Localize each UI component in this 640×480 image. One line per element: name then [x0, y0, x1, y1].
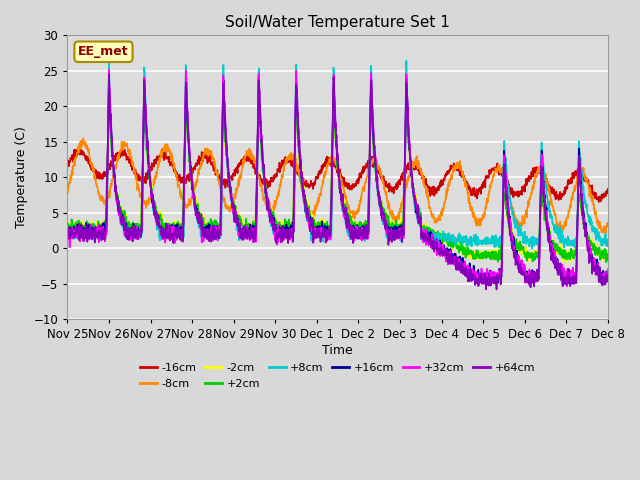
+32cm [600, 272, 607, 277]
-16cm [595, 199, 603, 205]
+8cm [63, 225, 71, 230]
+8cm [234, 223, 241, 229]
-8cm [346, 207, 354, 213]
Y-axis label: Temperature (C): Temperature (C) [15, 126, 28, 228]
+64cm [234, 217, 241, 223]
+8cm [346, 236, 354, 242]
+64cm [346, 221, 354, 227]
+8cm [225, 173, 232, 179]
-8cm [600, 227, 607, 232]
-16cm [225, 181, 232, 187]
-8cm [79, 135, 87, 141]
-8cm [241, 158, 248, 164]
-8cm [525, 203, 533, 208]
-2cm [600, 250, 607, 256]
+2cm [241, 229, 248, 235]
+16cm [346, 226, 354, 231]
+8cm [600, 236, 607, 242]
Line: +64cm: +64cm [67, 74, 608, 289]
+32cm [241, 229, 248, 235]
-16cm [525, 179, 533, 184]
+16cm [604, 277, 612, 283]
-2cm [525, 258, 533, 264]
Text: EE_met: EE_met [78, 45, 129, 58]
Legend: -16cm, -8cm, -2cm, +2cm, +8cm, +16cm, +32cm, +64cm: -16cm, -8cm, -2cm, +2cm, +8cm, +16cm, +3… [136, 359, 540, 393]
-16cm [76, 144, 84, 149]
+16cm [600, 273, 607, 278]
+64cm [493, 287, 500, 292]
+32cm [234, 221, 241, 227]
-2cm [63, 222, 71, 228]
-16cm [63, 160, 71, 166]
+2cm [525, 250, 533, 256]
-2cm [105, 100, 113, 106]
Line: +2cm: +2cm [67, 105, 608, 262]
Line: -8cm: -8cm [67, 138, 608, 233]
+32cm [63, 235, 71, 241]
Line: +8cm: +8cm [67, 61, 608, 249]
-8cm [604, 224, 612, 230]
+32cm [346, 234, 354, 240]
-8cm [63, 189, 71, 195]
+8cm [105, 58, 113, 64]
+2cm [367, 102, 375, 108]
+64cm [600, 282, 607, 288]
-2cm [234, 211, 241, 217]
+8cm [241, 233, 248, 239]
+64cm [105, 72, 113, 77]
Line: +16cm: +16cm [67, 76, 608, 283]
+32cm [225, 171, 232, 177]
-2cm [563, 260, 571, 265]
+16cm [572, 280, 580, 286]
+16cm [234, 222, 241, 228]
Line: -2cm: -2cm [67, 103, 608, 263]
+64cm [63, 233, 71, 239]
+8cm [604, 242, 612, 248]
+2cm [225, 176, 232, 181]
+16cm [241, 228, 248, 234]
+2cm [346, 213, 353, 219]
+16cm [105, 73, 113, 79]
-8cm [602, 230, 609, 236]
Line: -16cm: -16cm [67, 146, 608, 202]
-2cm [604, 258, 612, 264]
+64cm [241, 228, 248, 234]
+16cm [525, 272, 533, 278]
+64cm [225, 169, 232, 175]
Line: +32cm: +32cm [67, 70, 608, 286]
+16cm [225, 175, 232, 180]
-8cm [225, 205, 232, 211]
Title: Soil/Water Temperature Set 1: Soil/Water Temperature Set 1 [225, 15, 450, 30]
-16cm [241, 154, 248, 159]
+64cm [604, 278, 612, 284]
+2cm [63, 221, 71, 227]
+8cm [528, 246, 536, 252]
X-axis label: Time: Time [323, 344, 353, 357]
+32cm [604, 266, 612, 272]
+32cm [563, 283, 571, 289]
+32cm [105, 67, 113, 73]
+2cm [233, 216, 241, 221]
-16cm [346, 185, 354, 191]
+2cm [604, 255, 612, 261]
-2cm [225, 175, 232, 180]
-2cm [346, 214, 354, 220]
-16cm [600, 191, 607, 196]
+64cm [525, 282, 533, 288]
+8cm [525, 240, 533, 246]
+32cm [525, 272, 533, 278]
+16cm [63, 230, 71, 236]
+2cm [602, 259, 610, 265]
-16cm [234, 165, 241, 171]
-16cm [604, 188, 612, 193]
+2cm [600, 255, 607, 261]
-2cm [241, 223, 248, 228]
-8cm [234, 187, 241, 192]
